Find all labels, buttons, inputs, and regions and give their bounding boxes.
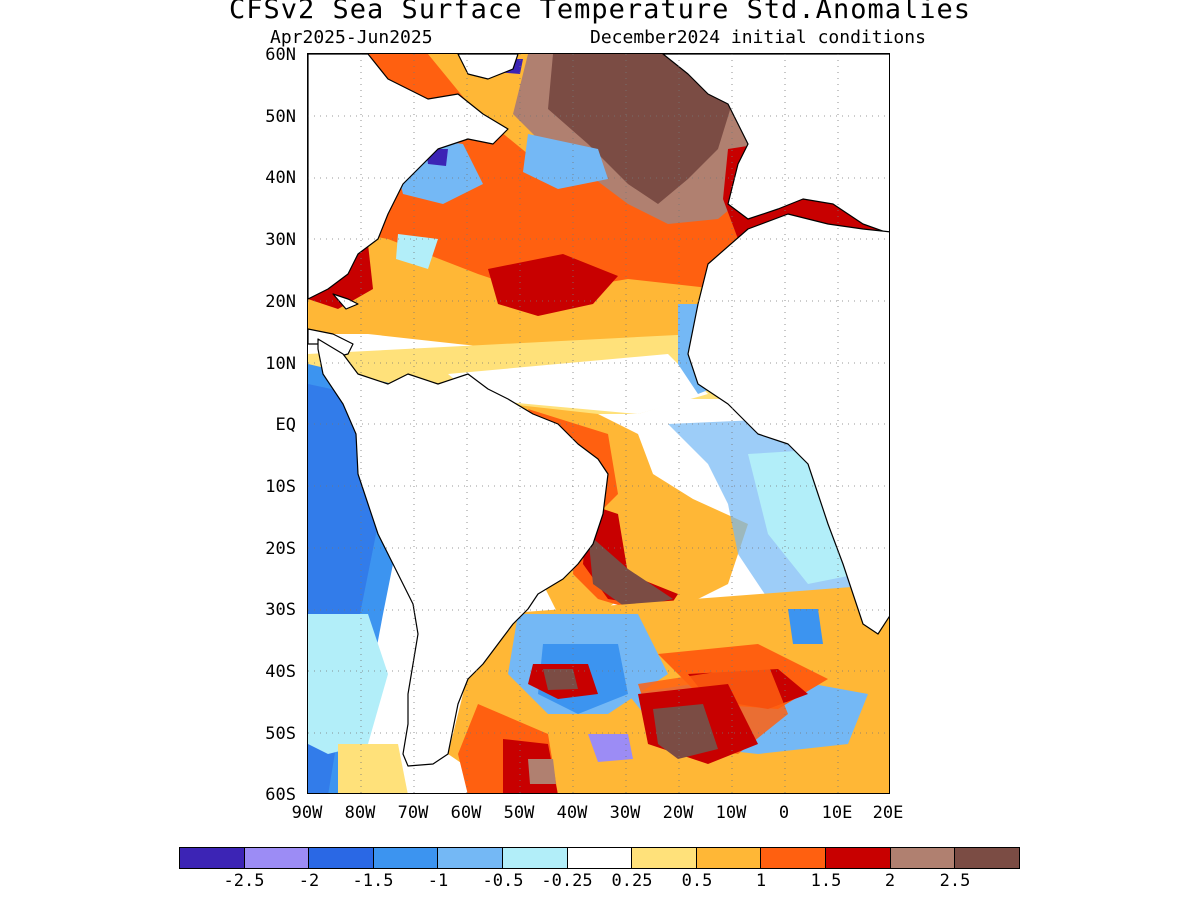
- legend-swatch-1: [180, 848, 245, 868]
- lat-label-20n: 20N: [265, 292, 296, 312]
- legend-label-8: 0.5: [681, 871, 713, 891]
- legend-swatch-5: [438, 848, 504, 868]
- forecast-period: Apr2025-Jun2025: [270, 27, 433, 48]
- legend-label-1: -2.5: [223, 871, 265, 891]
- legend-label-3: -1.5: [352, 871, 394, 891]
- legend-swatch-8: [632, 848, 697, 868]
- lon-label-50w: 50W: [503, 803, 535, 823]
- legend-swatch-6: [503, 848, 568, 868]
- legend-label-5: -0.5: [482, 871, 524, 891]
- color-legend-bar: [179, 847, 1020, 869]
- lat-label-50s: 50S: [265, 724, 296, 744]
- lon-label-60w: 60W: [450, 803, 482, 823]
- legend-swatch-3: [309, 848, 374, 868]
- lat-label-20s: 20S: [265, 539, 296, 559]
- lon-label-90w: 90W: [291, 803, 323, 823]
- legend-label-10: 1.5: [810, 871, 842, 891]
- lon-label-20e: 20E: [872, 803, 904, 823]
- legend-label-9: 1: [755, 871, 767, 891]
- lon-label-10w: 10W: [715, 803, 747, 823]
- legend-swatch-9: [696, 848, 762, 868]
- lat-label-60s: 60S: [265, 785, 296, 805]
- initial-conditions: December2024 initial conditions: [590, 27, 926, 48]
- map-title: CFSv2 Sea Surface Temperature Std.Anomal…: [229, 0, 971, 25]
- lat-label-40n: 40N: [265, 168, 296, 188]
- lon-label-10e: 10E: [821, 803, 853, 823]
- legend-swatch-12: [890, 848, 956, 868]
- lon-label-70w: 70W: [397, 803, 429, 823]
- legend-swatch-7: [567, 848, 633, 868]
- lon-label-20w: 20W: [662, 803, 694, 823]
- legend-swatch-11: [826, 848, 891, 868]
- legend-label-7: 0.25: [611, 871, 653, 891]
- lat-label-30n: 30N: [265, 230, 296, 250]
- lat-label-10n: 10N: [265, 354, 296, 374]
- legend-swatch-13: [955, 848, 1019, 868]
- lon-label-0: 0: [778, 803, 790, 823]
- lat-label-40s: 40S: [265, 662, 296, 682]
- legend-label-2: -2: [298, 871, 320, 891]
- legend-label-6: -0.25: [541, 871, 593, 891]
- sst-anomaly-field: [308, 54, 889, 793]
- legend-swatch-2: [244, 848, 310, 868]
- legend-swatch-4: [373, 848, 439, 868]
- lon-label-80w: 80W: [344, 803, 376, 823]
- sst-anomaly-map: [307, 53, 890, 794]
- lat-label-30s: 30S: [265, 600, 296, 620]
- legend-label-12: 2.5: [939, 871, 971, 891]
- lat-label-10s: 10S: [265, 477, 296, 497]
- lon-label-30w: 30W: [609, 803, 641, 823]
- legend-swatch-10: [761, 848, 827, 868]
- lon-label-40w: 40W: [556, 803, 588, 823]
- legend-label-11: 2: [884, 871, 896, 891]
- lat-label-eq: EQ: [275, 415, 296, 435]
- lat-label-60n: 60N: [265, 45, 296, 65]
- lat-label-50n: 50N: [265, 107, 296, 127]
- legend-label-4: -1: [427, 871, 449, 891]
